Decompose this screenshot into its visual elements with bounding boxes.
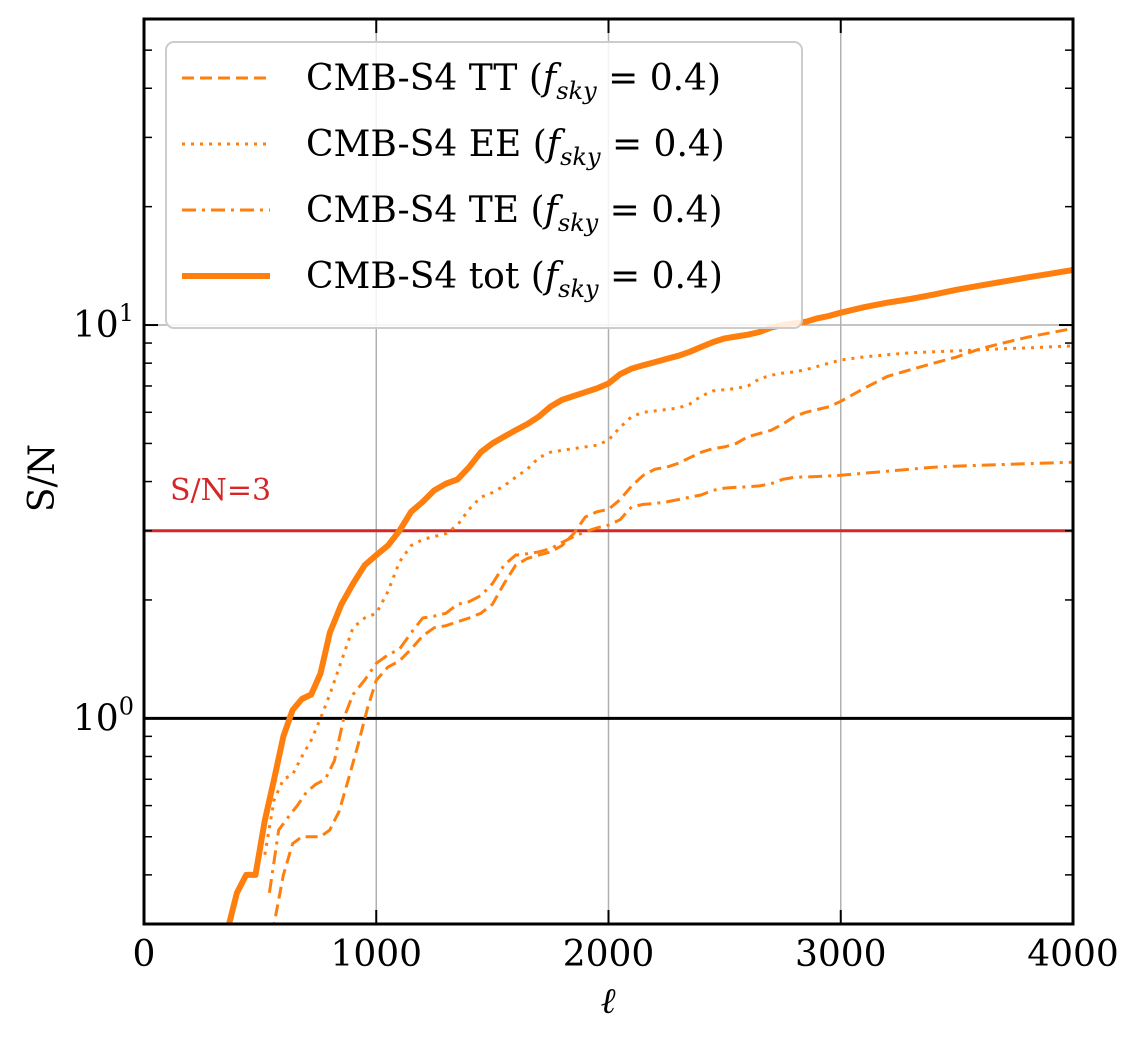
series-line-3 [225, 267, 1073, 924]
x-tick-label-1000: 1000 [330, 934, 422, 975]
legend-label-1: CMB-S4 EE (fsky = 0.4) [306, 124, 725, 171]
reference-lines [144, 529, 1073, 720]
legend: CMB-S4 TT (fsky = 0.4) CMB-S4 EE (fsky = … [165, 41, 803, 329]
x-tick-label-0: 0 [133, 934, 156, 975]
x-tick-label-2000: 2000 [563, 934, 655, 975]
x-tick-label-3000: 3000 [795, 934, 887, 975]
x-tick-label-4000: 4000 [1027, 934, 1119, 975]
tick-labels: 0 1000 2000 3000 4000 100 101 [73, 299, 1119, 975]
y-tick-label-10: 101 [73, 299, 134, 346]
series-line-1 [263, 344, 1073, 855]
y-tick-label-1: 100 [73, 692, 134, 739]
plot-frame [142, 17, 1075, 926]
x-axis-label: ℓ [601, 981, 616, 1022]
series-layer [225, 267, 1073, 924]
legend-box [165, 41, 803, 329]
legend-label-3: CMB-S4 tot (fsky = 0.4) [306, 256, 723, 303]
series-line-0 [272, 327, 1073, 924]
ref-line-label-sn3: S/N=3 [170, 473, 271, 508]
y-axis-label: S/N [22, 444, 63, 512]
legend-label-2: CMB-S4 TE (fsky = 0.4) [306, 190, 723, 237]
series-line-2 [267, 460, 1073, 894]
legend-label-0: CMB-S4 TT (fsky = 0.4) [306, 58, 721, 105]
